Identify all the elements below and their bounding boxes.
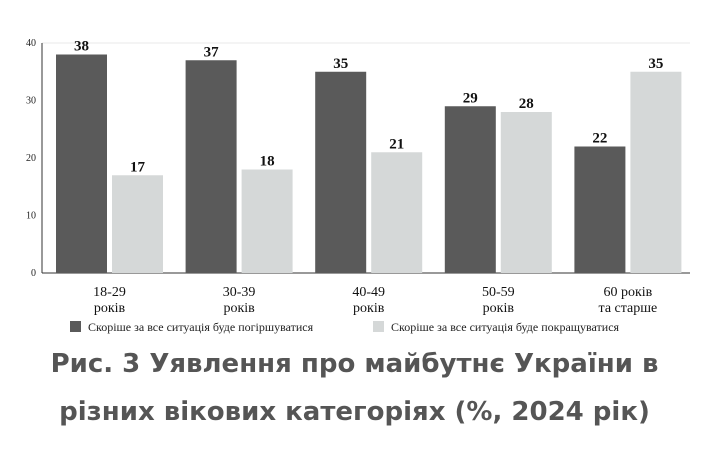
x-tick-label: років (94, 301, 126, 316)
x-tick-label: 30-39 (223, 285, 256, 300)
legend-label-better: Скоріше за все ситуація буде покращувати… (391, 320, 620, 334)
data-label: 28 (519, 96, 534, 112)
y-tick-label: 0 (31, 268, 36, 279)
y-tick-label: 40 (26, 38, 36, 49)
bar (500, 112, 552, 273)
data-label: 22 (592, 131, 607, 147)
bar (241, 169, 293, 273)
caption-line-1: Рис. 3 Уявлення про майбутнє України в (50, 349, 659, 379)
x-tick-label: та старше (599, 301, 658, 316)
legend-label-worse: Скоріше за все ситуація буде погіршувати… (88, 320, 314, 334)
x-tick-label: років (353, 301, 385, 316)
bar (315, 71, 367, 273)
legend-swatch-worse (70, 321, 81, 332)
bar (185, 60, 237, 273)
data-label: 35 (648, 56, 663, 72)
bar (112, 175, 163, 273)
x-tick-label: 60 років (603, 285, 652, 300)
x-tick-label: 18-29 (93, 285, 126, 300)
figure-caption: Рис. 3 Уявлення про майбутнє України в р… (0, 340, 709, 436)
data-label: 21 (389, 136, 404, 152)
bar (56, 54, 107, 273)
data-label: 18 (260, 154, 275, 170)
caption-line-2: різних вікових категоріях (%, 2024 рік) (59, 397, 650, 427)
x-tick-label: 40-49 (352, 285, 385, 300)
x-tick-label: 50-59 (482, 285, 515, 300)
bar (371, 152, 423, 273)
y-tick-label: 10 (26, 211, 36, 222)
data-label: 29 (463, 90, 478, 106)
data-label: 37 (204, 44, 220, 60)
legend-swatch-better (373, 321, 384, 332)
bar (444, 106, 496, 273)
y-tick-label: 30 (26, 96, 36, 107)
x-tick-label: років (223, 301, 255, 316)
bar (574, 146, 626, 273)
y-tick-label: 20 (26, 153, 36, 164)
bar (630, 71, 682, 273)
data-label: 17 (130, 159, 146, 175)
x-tick-label: років (483, 301, 515, 316)
data-label: 38 (74, 39, 89, 55)
data-label: 35 (333, 56, 348, 72)
